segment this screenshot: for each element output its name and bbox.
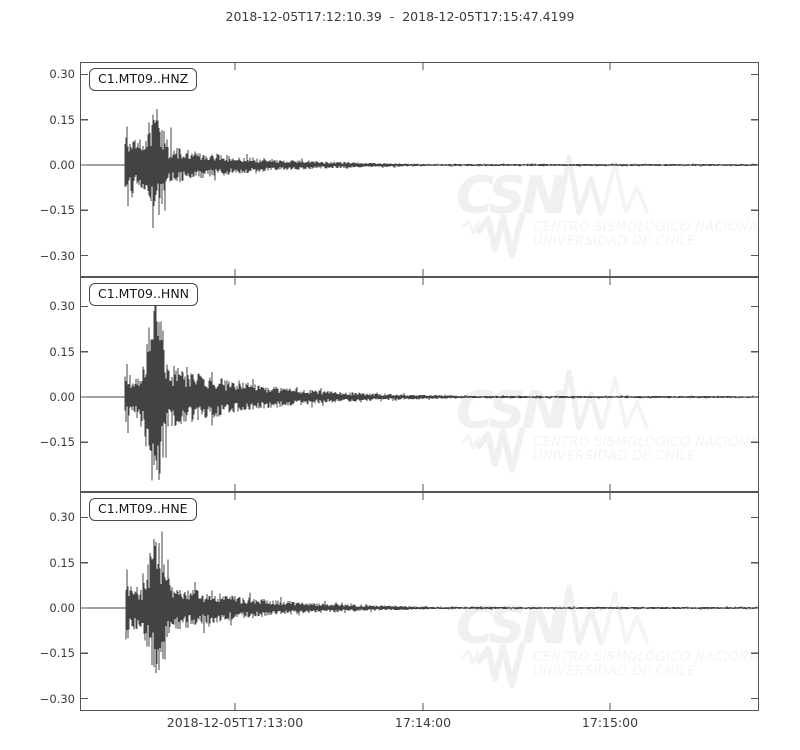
watermark-seismic-zigzag-faint-icon	[601, 591, 649, 644]
watermark-small-zigzag-icon	[461, 649, 480, 665]
csn-watermark: CSN CENTRO SISMOLÓGICO NACIONAL UNIVERSI…	[456, 154, 758, 258]
y-tick-label: 0.30	[49, 67, 75, 82]
y-tick-label: −0.15	[39, 646, 75, 661]
watermark-line2: UNIVERSIDAD DE CHILE	[533, 664, 696, 679]
y-tick-label: 0.00	[49, 390, 75, 404]
csn-watermark: CSN CENTRO SISMOLÓGICO NACIONAL UNIVERSI…	[456, 369, 758, 473]
watermark-seismic-zigzag-icon	[556, 369, 604, 431]
watermark-seismic-zigzag-icon	[556, 154, 604, 216]
y-tick-label: 0.15	[49, 555, 75, 570]
watermark-seismic-zigzag-faint-icon	[601, 376, 649, 429]
csn-watermark: CSN CENTRO SISMOLÓGICO NACIONAL UNIVERSI…	[456, 584, 758, 688]
watermark-seismic-zigzag-icon	[556, 584, 604, 646]
y-tick-label: 0.15	[49, 344, 75, 359]
x-tick-label: 2018-12-05T17:13:00	[166, 715, 304, 730]
y-tick-label: −0.30	[39, 248, 75, 263]
seismogram-panel-hne: CSN CENTRO SISMOLÓGICO NACIONAL UNIVERSI…	[80, 492, 759, 711]
watermark-small-zigzag-icon	[461, 434, 480, 450]
seismogram-panel-hnn: CSN CENTRO SISMOLÓGICO NACIONAL UNIVERSI…	[80, 277, 759, 492]
figure-title: 2018-12-05T17:12:10.39 - 2018-12-05T17:1…	[225, 9, 575, 24]
y-tick-label: −0.15	[39, 203, 75, 218]
watermark-line1: CENTRO SISMOLÓGICO NACIONAL	[533, 649, 758, 665]
seismogram-panel-hnz: CSN CENTRO SISMOLÓGICO NACIONAL UNIVERSI…	[80, 62, 759, 277]
watermark-small-zigzag-icon	[461, 219, 480, 235]
watermark-w-zigzag-icon	[476, 427, 525, 473]
watermark-logo-text: CSN	[456, 596, 565, 656]
x-tick-label: 17:15:00	[581, 715, 639, 730]
y-tick-label: 0.30	[49, 510, 75, 525]
trace-label-hne: C1.MT09..HNE	[89, 498, 197, 522]
x-tick-label: 17:14:00	[394, 715, 452, 730]
watermark-logo-text: CSN	[456, 381, 565, 441]
watermark-w-zigzag-icon	[476, 212, 525, 258]
watermark-line1: CENTRO SISMOLÓGICO NACIONAL	[533, 219, 758, 235]
y-tick-label: 0.00	[49, 158, 75, 172]
y-tick-label: 0.15	[49, 112, 75, 127]
watermark-w-zigzag-icon	[476, 642, 525, 688]
watermark-seismic-zigzag-faint-icon	[601, 161, 649, 214]
watermark-line2: UNIVERSIDAD DE CHILE	[533, 234, 696, 249]
waveform-hnn	[81, 278, 758, 491]
trace-label-hnn: C1.MT09..HNN	[89, 283, 199, 307]
trace-label-hnz: C1.MT09..HNZ	[89, 68, 198, 92]
watermark-logo-text: CSN	[456, 166, 565, 226]
y-tick-label: −0.15	[39, 435, 75, 450]
waveform-hne	[81, 493, 758, 710]
y-tick-label: 0.30	[49, 299, 75, 314]
watermark-line2: UNIVERSIDAD DE CHILE	[533, 449, 696, 464]
watermark-line1: CENTRO SISMOLÓGICO NACIONAL	[533, 434, 758, 450]
waveform-hnz	[81, 63, 758, 276]
y-tick-label: 0.00	[49, 601, 75, 615]
y-tick-label: −0.30	[39, 691, 75, 706]
